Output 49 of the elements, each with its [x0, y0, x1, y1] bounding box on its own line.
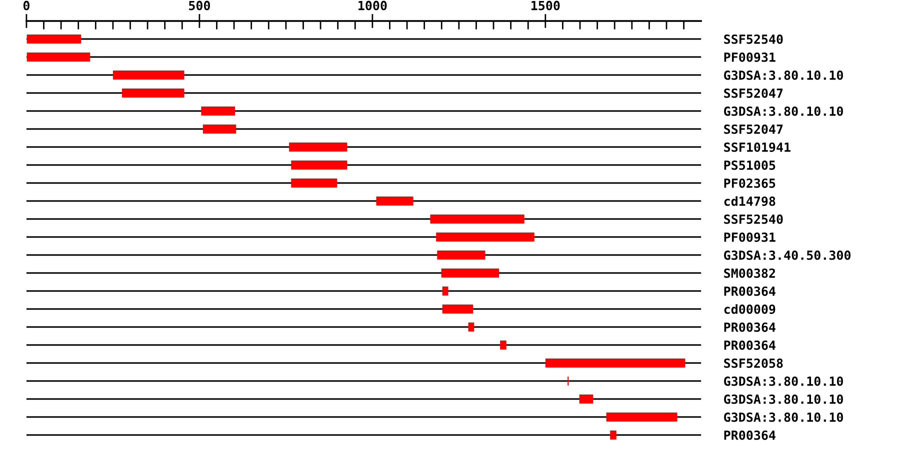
bar [442, 286, 448, 296]
bar [468, 322, 474, 332]
bar [26, 34, 82, 44]
bar [291, 178, 338, 188]
bar [201, 106, 236, 116]
bar [500, 340, 506, 350]
y-tick-label: PS51005 [724, 160, 776, 170]
bar [26, 52, 90, 62]
y-tick-label: G3DSA:3.40.50.300 [724, 250, 851, 260]
y-tick-label: PF02365 [724, 178, 776, 188]
bar [441, 268, 500, 278]
y-tick-label: SSF52540 [724, 34, 783, 44]
x-tick-label: 500 [189, 0, 210, 10]
y-tick-label: cd00009 [724, 304, 776, 314]
y-tick-label: G3DSA:3.80.10.10 [724, 394, 843, 404]
y-tick-label: PR00364 [724, 430, 776, 440]
bar [442, 304, 474, 314]
bar [122, 88, 184, 98]
bar [437, 250, 486, 260]
y-tick-label: cd14798 [724, 196, 776, 206]
x-tick-label: 1500 [532, 0, 560, 10]
bar [545, 358, 686, 368]
y-tick-label: SSF52047 [724, 124, 783, 134]
y-tick-label: G3DSA:3.80.10.10 [724, 412, 843, 422]
y-tick-label: G3DSA:3.80.10.10 [724, 70, 843, 80]
y-tick-label: SSF101941 [724, 142, 790, 152]
bar [436, 232, 534, 242]
bar [202, 124, 236, 134]
bar [610, 430, 616, 440]
bar [430, 214, 524, 224]
y-tick-label: SSF52540 [724, 214, 783, 224]
bar [112, 70, 184, 80]
bar [606, 412, 678, 422]
y-tick-label: SSF52058 [724, 358, 783, 368]
y-tick-label: PR00364 [724, 286, 776, 296]
x-tick-label: 0 [23, 0, 30, 10]
bar [376, 196, 414, 206]
y-tick-label: SSF52047 [724, 88, 783, 98]
y-tick-label: PF00931 [724, 232, 776, 242]
y-tick-label: PR00364 [724, 322, 776, 332]
bar [579, 394, 594, 404]
x-tick-label: 1000 [358, 0, 387, 10]
y-tick-label: PF00931 [724, 52, 776, 62]
bar [291, 160, 348, 170]
y-tick-label: G3DSA:3.80.10.10 [724, 106, 843, 116]
y-tick-label: PR00364 [724, 340, 776, 350]
y-tick-label: G3DSA:3.80.10.10 [724, 376, 843, 386]
y-tick-label: SM00382 [724, 268, 775, 278]
bar [289, 142, 348, 152]
